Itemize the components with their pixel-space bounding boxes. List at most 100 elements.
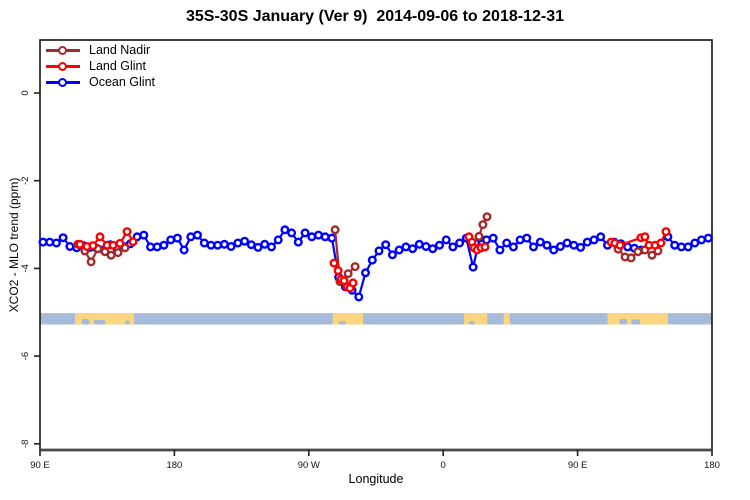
land-nadir-point	[478, 220, 488, 230]
ocean-glint-point	[542, 240, 552, 250]
ocean-glint-point	[502, 238, 512, 248]
map-strip-coast-notch	[468, 321, 475, 325]
ocean-glint-point	[374, 246, 384, 256]
y-tick-label: -6	[20, 352, 31, 360]
map-strip-coast-notch	[619, 318, 627, 325]
ocean-glint-point	[172, 233, 182, 243]
land-glint-point	[661, 227, 671, 237]
ocean-glint-point	[300, 228, 310, 238]
ocean-glint-point	[441, 235, 451, 245]
map-strip-ocean	[40, 313, 712, 325]
ocean-glint-line-marker-icon	[46, 77, 80, 87]
ocean-glint-point	[703, 233, 713, 243]
ocean-glint-point	[361, 268, 371, 278]
land-nadir-point	[626, 253, 636, 263]
map-strip-land	[332, 313, 364, 325]
x-tick-label: 0	[441, 460, 446, 471]
land-glint-point	[128, 237, 138, 247]
ocean-glint-point	[589, 235, 599, 245]
map-strip-land	[464, 313, 488, 325]
land-glint-point	[95, 232, 105, 242]
ocean-glint-point	[293, 237, 303, 247]
ocean-glint-point	[327, 233, 337, 243]
ocean-glint-point	[455, 238, 465, 248]
ocean-glint-point	[428, 244, 438, 254]
legend-label-ocean-glint: Ocean Glint	[89, 75, 156, 89]
land-glint-point	[640, 232, 650, 242]
ocean-glint-point	[253, 242, 263, 252]
land-glint-point	[348, 278, 358, 288]
legend-label-land-glint: Land Glint	[89, 59, 146, 73]
land-nadir-point	[86, 257, 96, 267]
land-glint-point	[333, 266, 343, 276]
ocean-glint-point	[273, 235, 283, 245]
legend-label-land-nadir: Land Nadir	[89, 43, 151, 57]
land-glint-point	[88, 241, 98, 251]
ocean-glint-point	[596, 232, 606, 242]
map-strip-coast-notch	[93, 319, 106, 325]
ocean-glint-point	[690, 238, 700, 248]
map-strip-coast-notch	[631, 319, 641, 325]
ocean-glint-point	[448, 242, 458, 252]
x-tick-label: 180	[704, 460, 720, 471]
land-nadir-point	[343, 269, 353, 279]
ocean-glint-point	[435, 240, 445, 250]
ocean-glint-point	[267, 242, 277, 252]
ocean-glint-point	[280, 225, 290, 235]
ocean-glint-point	[240, 236, 250, 246]
ocean-glint-point	[408, 244, 418, 254]
ocean-glint-point	[488, 233, 498, 243]
land-glint-point	[75, 239, 85, 249]
map-strip-land	[607, 313, 668, 325]
ocean-glint-point	[529, 242, 539, 252]
ocean-glint-point	[58, 233, 68, 243]
x-tick-label: 90 E	[568, 460, 588, 471]
land-nadir-point	[647, 250, 657, 260]
x-tick-label: 180	[166, 460, 182, 471]
ocean-glint-point	[508, 242, 518, 252]
ocean-glint-point	[287, 228, 297, 238]
land-nadir-point	[106, 250, 116, 260]
ocean-glint-point	[139, 230, 149, 240]
land-glint-point	[329, 258, 339, 268]
ocean-glint-point	[226, 241, 236, 251]
land-glint-point	[480, 242, 490, 252]
legend-item-land-nadir: Land Nadir	[46, 42, 155, 58]
land-glint-point	[656, 238, 666, 248]
map-strip-coast-notch	[81, 318, 90, 325]
chart-title: 35S-30S January (Ver 9) 2014-09-06 to 20…	[185, 8, 564, 25]
y-axis-title: XCO2 - MLO trend (ppm)	[7, 177, 21, 313]
ocean-glint-point	[51, 238, 61, 248]
ocean-glint-point	[354, 292, 364, 302]
land-nadir-point	[113, 248, 123, 258]
ocean-glint-point	[159, 240, 169, 250]
ocean-glint-point	[535, 237, 545, 247]
ocean-glint-point	[522, 233, 532, 243]
x-axis-title: Longitude	[348, 472, 404, 486]
ocean-glint-point	[320, 232, 330, 242]
map-strip-land	[74, 313, 135, 325]
legend-item-ocean-glint: Ocean Glint	[46, 74, 155, 90]
ocean-glint-point	[468, 262, 478, 272]
ocean-glint-point	[495, 245, 505, 255]
map-strip-land	[503, 313, 510, 325]
land-glint-point	[115, 238, 125, 248]
land-nadir-point	[474, 231, 484, 241]
land-nadir-line-marker-icon	[46, 45, 80, 55]
land-nadir-point	[482, 212, 492, 222]
y-tick-label: -2	[20, 176, 31, 184]
ocean-glint-point	[367, 255, 377, 265]
ocean-glint-point	[555, 241, 565, 251]
land-glint-point	[108, 240, 118, 250]
x-tick-label: 90 E	[30, 460, 50, 471]
ocean-glint-point	[179, 245, 189, 255]
map-strip-coast-notch	[125, 320, 130, 325]
ocean-glint-point	[576, 242, 586, 252]
land-nadir-point	[330, 225, 340, 235]
map-strip-coast-notch	[338, 321, 347, 325]
legend: Land Nadir Land Glint Ocean Glint	[46, 42, 155, 90]
y-tick-label: -4	[20, 264, 31, 272]
land-nadir-point	[633, 247, 643, 257]
